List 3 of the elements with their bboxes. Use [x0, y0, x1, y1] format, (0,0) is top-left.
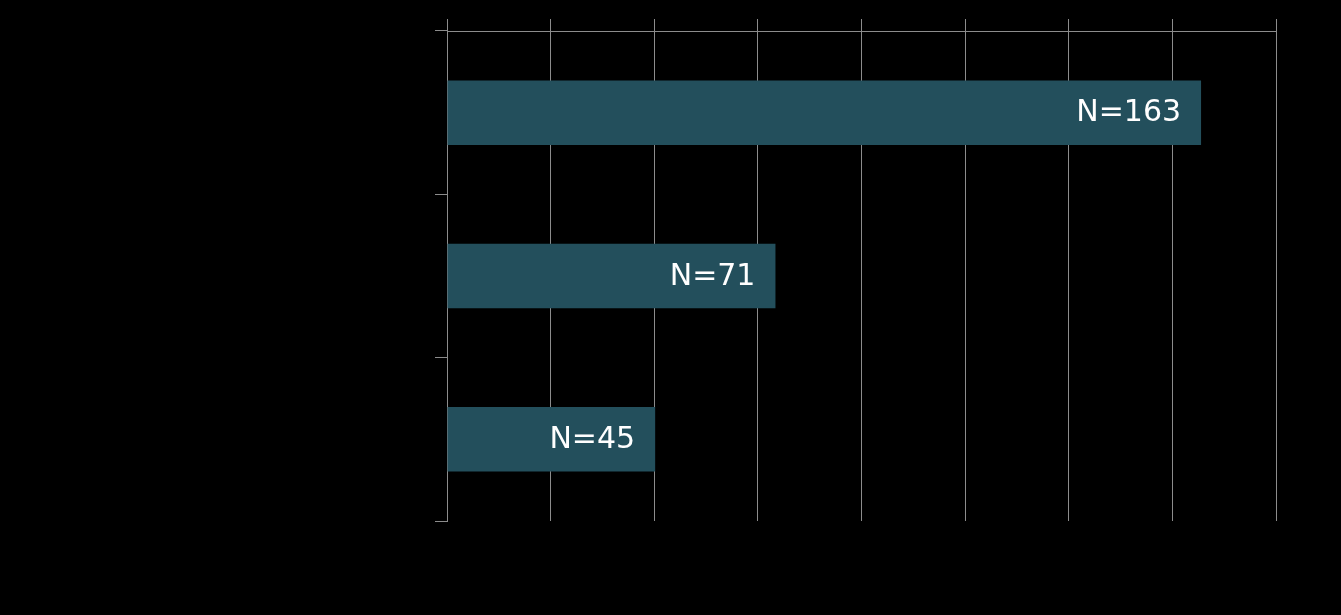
data-label: N=45: [549, 420, 636, 456]
data-label: N=71: [669, 256, 756, 292]
data-label: N=163: [1076, 93, 1182, 129]
